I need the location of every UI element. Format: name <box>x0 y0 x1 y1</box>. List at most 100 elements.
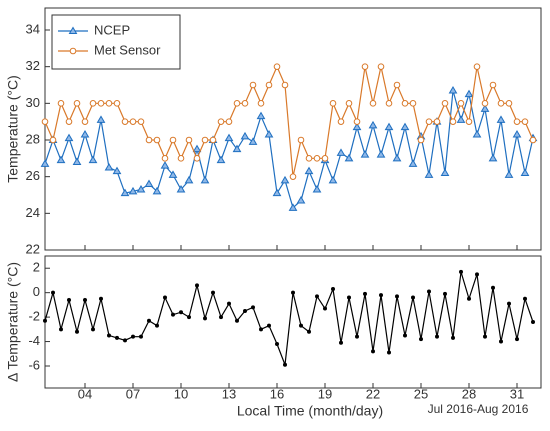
marker <box>304 166 314 175</box>
marker <box>211 290 215 295</box>
marker <box>369 100 377 107</box>
marker <box>81 118 89 125</box>
marker <box>107 333 111 338</box>
marker <box>192 144 202 153</box>
marker <box>160 161 170 169</box>
marker <box>480 104 490 112</box>
x-tick-label: 10 <box>174 386 188 401</box>
marker <box>89 100 97 107</box>
y-tick-label: -2 <box>28 309 40 324</box>
marker <box>323 306 327 311</box>
marker <box>265 81 273 89</box>
marker <box>376 150 386 158</box>
marker <box>337 118 345 125</box>
marker <box>57 100 65 107</box>
marker <box>243 309 247 313</box>
marker <box>513 118 521 125</box>
marker <box>291 290 295 295</box>
marker <box>368 120 378 129</box>
marker <box>241 100 249 107</box>
marker <box>307 329 311 334</box>
marker <box>193 155 201 162</box>
marker <box>347 295 351 300</box>
marker <box>385 100 393 107</box>
marker <box>91 327 95 332</box>
marker <box>355 334 359 339</box>
marker <box>123 338 127 343</box>
marker <box>288 203 298 211</box>
marker <box>256 111 266 120</box>
marker <box>275 342 279 346</box>
y-tick-label: 26 <box>26 168 40 183</box>
marker <box>467 296 471 301</box>
marker <box>41 118 49 125</box>
marker <box>403 333 407 338</box>
marker <box>121 118 129 125</box>
marker <box>339 340 343 345</box>
marker <box>496 115 506 123</box>
marker <box>129 118 137 125</box>
marker <box>73 100 81 107</box>
legend-label: NCEP <box>94 22 130 37</box>
y-tick-label: 2 <box>33 260 40 275</box>
marker <box>504 170 514 178</box>
marker <box>187 315 191 320</box>
y-tick-label: 30 <box>26 95 40 110</box>
marker <box>473 63 481 70</box>
y-tick-label: 28 <box>26 131 40 146</box>
marker <box>353 118 361 125</box>
marker <box>345 100 353 107</box>
x-tick-label: 28 <box>462 386 476 401</box>
marker <box>235 318 239 323</box>
marker <box>488 153 498 162</box>
plot-area <box>44 255 542 389</box>
marker <box>67 298 71 302</box>
marker <box>112 166 122 175</box>
marker <box>520 168 530 176</box>
marker <box>105 100 113 107</box>
marker <box>529 136 537 144</box>
marker <box>497 100 505 107</box>
marker <box>523 296 527 301</box>
marker <box>88 155 98 164</box>
marker <box>201 136 209 144</box>
marker <box>400 122 410 131</box>
marker <box>408 159 418 167</box>
marker <box>49 136 57 144</box>
marker <box>169 136 177 144</box>
marker <box>299 323 303 328</box>
marker <box>264 130 274 138</box>
marker <box>441 100 449 107</box>
marker <box>512 130 522 138</box>
legend-marker <box>68 26 78 34</box>
marker <box>371 349 375 354</box>
marker <box>424 170 434 178</box>
marker <box>209 136 217 144</box>
marker <box>51 290 55 295</box>
marker <box>272 188 282 197</box>
marker <box>289 173 297 180</box>
marker <box>280 175 290 184</box>
marker <box>273 63 281 70</box>
marker <box>521 118 529 125</box>
marker <box>384 122 394 131</box>
marker <box>40 159 50 167</box>
marker <box>128 186 138 195</box>
legend-marker <box>69 47 77 55</box>
marker <box>65 118 73 125</box>
marker <box>43 318 47 323</box>
x-tick-label: 22 <box>366 386 380 401</box>
x-axis-label: Local Time (month/day) <box>237 403 383 419</box>
x-tick-label: 13 <box>222 386 236 401</box>
marker <box>449 118 457 125</box>
marker <box>433 118 441 125</box>
marker <box>296 196 306 204</box>
marker <box>136 185 146 193</box>
marker <box>83 298 87 302</box>
marker <box>515 337 519 342</box>
marker <box>427 289 431 294</box>
marker <box>360 150 370 158</box>
marker <box>120 188 130 197</box>
x-tick-label: 25 <box>414 386 428 401</box>
marker <box>336 148 346 156</box>
